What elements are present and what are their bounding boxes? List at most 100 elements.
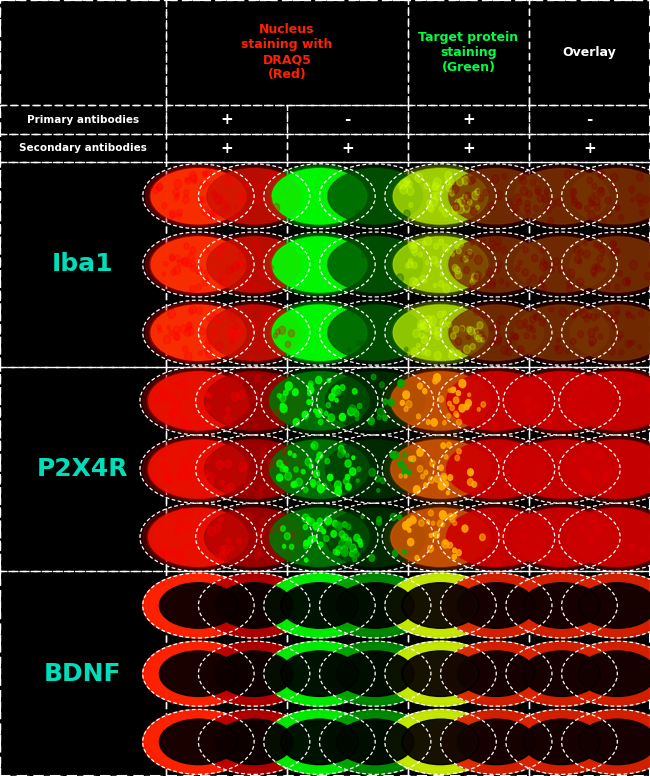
Ellipse shape bbox=[270, 304, 369, 362]
Circle shape bbox=[470, 279, 475, 285]
Ellipse shape bbox=[568, 645, 650, 702]
Ellipse shape bbox=[320, 505, 431, 570]
Circle shape bbox=[489, 203, 496, 210]
Circle shape bbox=[270, 316, 274, 320]
Circle shape bbox=[313, 470, 319, 477]
Ellipse shape bbox=[264, 641, 375, 706]
Circle shape bbox=[467, 479, 473, 486]
Ellipse shape bbox=[328, 305, 422, 360]
Circle shape bbox=[231, 393, 239, 401]
Circle shape bbox=[434, 374, 441, 382]
Circle shape bbox=[463, 345, 471, 353]
Circle shape bbox=[222, 273, 228, 280]
Ellipse shape bbox=[270, 645, 369, 702]
Circle shape bbox=[614, 203, 619, 210]
Circle shape bbox=[612, 241, 616, 247]
Circle shape bbox=[168, 394, 175, 403]
Circle shape bbox=[220, 279, 227, 288]
Circle shape bbox=[413, 329, 420, 338]
Circle shape bbox=[376, 519, 382, 525]
Circle shape bbox=[202, 444, 208, 451]
Circle shape bbox=[487, 244, 493, 251]
Ellipse shape bbox=[581, 653, 650, 695]
Ellipse shape bbox=[385, 300, 496, 365]
Circle shape bbox=[269, 527, 274, 533]
Circle shape bbox=[202, 278, 209, 286]
Circle shape bbox=[185, 473, 191, 480]
Ellipse shape bbox=[281, 651, 359, 696]
Ellipse shape bbox=[202, 302, 307, 363]
Ellipse shape bbox=[205, 168, 303, 225]
Circle shape bbox=[324, 535, 329, 542]
Circle shape bbox=[517, 199, 522, 206]
Circle shape bbox=[418, 324, 423, 331]
Circle shape bbox=[456, 338, 462, 345]
Ellipse shape bbox=[218, 653, 291, 695]
Ellipse shape bbox=[443, 643, 549, 705]
Circle shape bbox=[354, 408, 356, 412]
Circle shape bbox=[452, 185, 459, 193]
Ellipse shape bbox=[143, 437, 254, 501]
Circle shape bbox=[603, 218, 606, 222]
Circle shape bbox=[519, 172, 525, 180]
Circle shape bbox=[471, 414, 474, 418]
Ellipse shape bbox=[202, 234, 307, 296]
Ellipse shape bbox=[149, 440, 248, 498]
Circle shape bbox=[466, 335, 470, 340]
Ellipse shape bbox=[566, 439, 650, 499]
Circle shape bbox=[403, 178, 410, 187]
Ellipse shape bbox=[155, 239, 242, 289]
Ellipse shape bbox=[150, 645, 248, 702]
Circle shape bbox=[190, 175, 197, 182]
Circle shape bbox=[305, 458, 312, 466]
Circle shape bbox=[184, 544, 188, 549]
Circle shape bbox=[554, 345, 559, 350]
Ellipse shape bbox=[564, 302, 650, 363]
Circle shape bbox=[345, 541, 351, 548]
Circle shape bbox=[636, 173, 644, 181]
Circle shape bbox=[224, 201, 229, 207]
Circle shape bbox=[448, 542, 452, 548]
Circle shape bbox=[584, 241, 587, 245]
Ellipse shape bbox=[385, 369, 496, 433]
Circle shape bbox=[441, 473, 447, 480]
Ellipse shape bbox=[443, 165, 549, 227]
Circle shape bbox=[497, 261, 502, 268]
Ellipse shape bbox=[387, 234, 493, 296]
Circle shape bbox=[459, 241, 463, 247]
Ellipse shape bbox=[196, 435, 313, 503]
Circle shape bbox=[236, 326, 244, 334]
Circle shape bbox=[532, 335, 536, 339]
Circle shape bbox=[269, 265, 274, 270]
Circle shape bbox=[343, 534, 348, 540]
Circle shape bbox=[402, 469, 408, 476]
Circle shape bbox=[277, 460, 283, 467]
Ellipse shape bbox=[397, 171, 484, 222]
Ellipse shape bbox=[445, 371, 548, 431]
Circle shape bbox=[173, 189, 179, 196]
Ellipse shape bbox=[525, 721, 598, 763]
Circle shape bbox=[174, 266, 181, 275]
Circle shape bbox=[341, 546, 348, 553]
Circle shape bbox=[618, 270, 622, 276]
Circle shape bbox=[587, 313, 592, 318]
Circle shape bbox=[626, 311, 630, 316]
Circle shape bbox=[341, 536, 346, 542]
Ellipse shape bbox=[322, 711, 428, 773]
Circle shape bbox=[424, 237, 432, 245]
Ellipse shape bbox=[274, 442, 365, 496]
Circle shape bbox=[183, 393, 188, 399]
Circle shape bbox=[205, 456, 210, 462]
Circle shape bbox=[360, 341, 366, 348]
Circle shape bbox=[499, 279, 504, 284]
Ellipse shape bbox=[203, 371, 306, 431]
Circle shape bbox=[218, 268, 221, 273]
Ellipse shape bbox=[445, 439, 548, 499]
Circle shape bbox=[398, 514, 402, 520]
Circle shape bbox=[283, 390, 288, 396]
Ellipse shape bbox=[503, 503, 620, 571]
Circle shape bbox=[474, 255, 482, 265]
Ellipse shape bbox=[326, 508, 425, 566]
Circle shape bbox=[188, 309, 194, 315]
Circle shape bbox=[424, 470, 428, 475]
